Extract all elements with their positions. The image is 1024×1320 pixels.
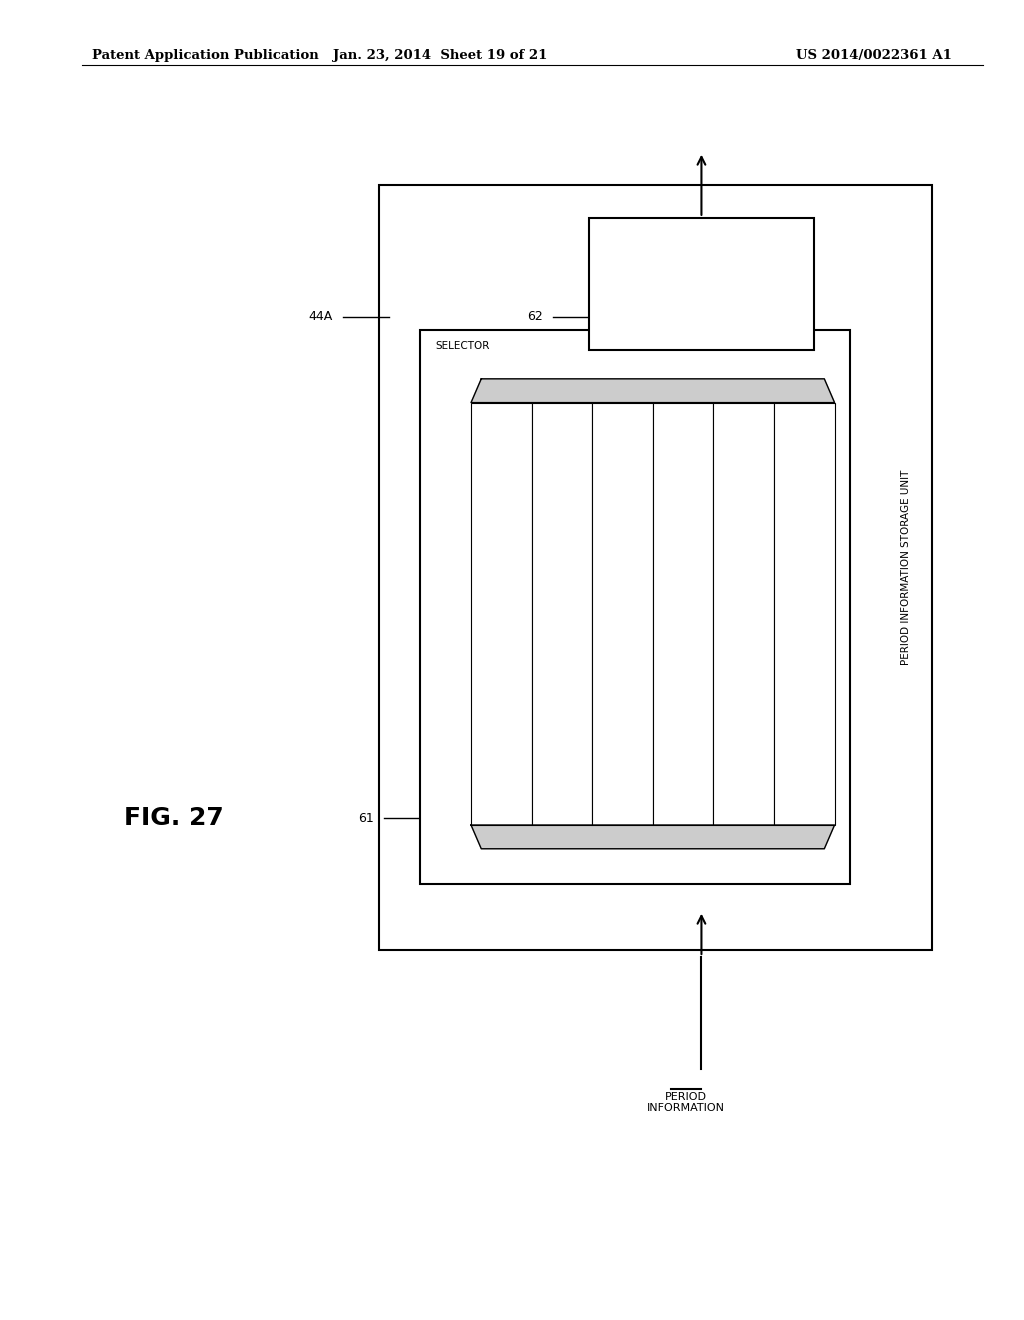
Text: PERIOD INFORMATION STORAGE UNIT: PERIOD INFORMATION STORAGE UNIT — [901, 470, 911, 665]
Text: CORRECTED
INTEGER PERIOD
COMPUTING UNIT: CORRECTED INTEGER PERIOD COMPUTING UNIT — [658, 267, 744, 301]
Polygon shape — [471, 825, 835, 849]
Bar — [592, 403, 653, 825]
Text: MEASURED VALUE: MEASURED VALUE — [800, 573, 809, 655]
Bar — [774, 403, 835, 825]
Text: SELECTOR: SELECTOR — [435, 341, 489, 351]
Text: 59.94 Hz PRESET PERIOD INFORMATION: 59.94 Hz PRESET PERIOD INFORMATION — [557, 524, 566, 704]
Bar — [531, 403, 592, 825]
Text: PERIOD
INFORMATION: PERIOD INFORMATION — [647, 1092, 725, 1113]
Text: 120 Hz PRESET PERIOD INFORMATION: 120 Hz PRESET PERIOD INFORMATION — [679, 528, 687, 700]
Text: 61: 61 — [358, 812, 374, 825]
Bar — [379, 185, 932, 950]
Text: Patent Application Publication: Patent Application Publication — [92, 49, 318, 62]
Polygon shape — [471, 379, 835, 403]
Bar — [653, 403, 714, 825]
Bar — [589, 218, 814, 350]
Text: FIG. 27: FIG. 27 — [124, 807, 224, 830]
Text: 240 Hz PRESET PERIOD INFORMATION: 240 Hz PRESET PERIOD INFORMATION — [739, 528, 749, 700]
Text: 60 Hz PRESET PERIOD INFORMATION: 60 Hz PRESET PERIOD INFORMATION — [618, 532, 627, 696]
Text: 44A: 44A — [308, 310, 333, 323]
Text: 62: 62 — [527, 310, 543, 323]
Text: Jan. 23, 2014  Sheet 19 of 21: Jan. 23, 2014 Sheet 19 of 21 — [333, 49, 548, 62]
Bar — [714, 403, 774, 825]
Bar — [420, 330, 850, 884]
Bar — [471, 403, 531, 825]
Text: 50 Hz PRESET PERIOD INFORMATION: 50 Hz PRESET PERIOD INFORMATION — [497, 532, 506, 696]
Text: US 2014/0022361 A1: US 2014/0022361 A1 — [797, 49, 952, 62]
